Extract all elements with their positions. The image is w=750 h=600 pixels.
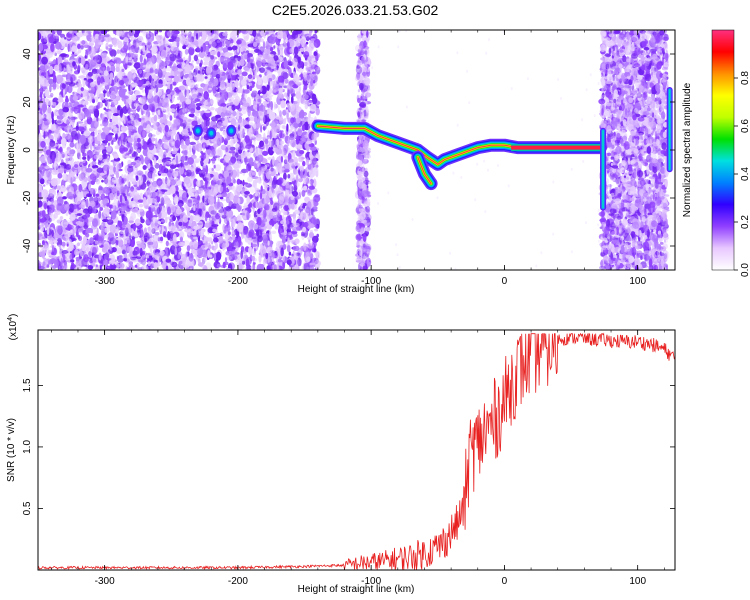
noise-speck	[240, 30, 247, 34]
noise-speck	[230, 136, 236, 140]
noise-speck	[247, 176, 253, 183]
heatmap-content	[38, 30, 673, 270]
noise-speck	[266, 34, 270, 39]
noise-speck	[119, 233, 124, 238]
noise-speck	[218, 46, 223, 51]
noise-speck	[266, 136, 271, 140]
noise-speck	[49, 214, 56, 222]
noise-speck	[211, 167, 214, 172]
noise-speck	[80, 240, 84, 245]
noise-speck	[201, 257, 206, 265]
noise-speck	[247, 48, 250, 54]
noise-speck	[301, 231, 306, 236]
noise-speck	[56, 85, 60, 90]
noise-speck	[97, 118, 102, 121]
noise-speck	[184, 48, 189, 55]
noise-speck	[77, 134, 81, 144]
noise-speck	[68, 86, 74, 89]
noise-speck	[249, 254, 253, 262]
noise-speck	[282, 42, 288, 47]
noise-speck	[157, 159, 164, 164]
noise-speck	[288, 67, 292, 77]
chart-title: C2E5.2026.033.21.53.G02	[271, 2, 439, 18]
noise-speck	[210, 120, 217, 129]
noise-speck	[277, 211, 280, 220]
noise-speck	[303, 262, 307, 270]
noise-speck	[303, 116, 309, 124]
noise-speck	[196, 83, 199, 88]
noise-speck	[67, 220, 71, 223]
noise-speck	[88, 250, 93, 257]
noise-speck	[38, 153, 41, 157]
noise-speck	[283, 92, 288, 98]
noise-speck	[243, 36, 249, 42]
noise-speck	[206, 30, 209, 34]
noise-speck	[65, 210, 69, 217]
noise-speck	[253, 140, 256, 147]
noise-speck	[45, 216, 51, 220]
noise-speck	[270, 129, 273, 139]
noise-speck	[283, 204, 290, 212]
noise-speck	[277, 105, 280, 113]
noise-speck	[167, 112, 171, 118]
noise-speck	[141, 89, 145, 93]
noise-speck	[116, 255, 119, 260]
noise-speck	[118, 227, 125, 230]
noise-speck	[169, 115, 173, 121]
noise-speck	[197, 258, 201, 264]
noise-speck	[289, 56, 292, 61]
noise-speck	[61, 151, 65, 159]
noise-speck	[50, 92, 54, 98]
noise-speck	[242, 169, 246, 176]
noise-speck	[169, 168, 174, 173]
noise-speck	[123, 174, 128, 181]
noise-speck	[205, 164, 209, 174]
noise-speck	[210, 106, 215, 111]
noise-speck	[201, 30, 208, 33]
noise-speck	[54, 52, 57, 56]
noise-speck	[232, 152, 236, 158]
noise-speck	[128, 83, 131, 92]
noise-speck	[153, 222, 160, 231]
noise-speck	[218, 149, 223, 158]
